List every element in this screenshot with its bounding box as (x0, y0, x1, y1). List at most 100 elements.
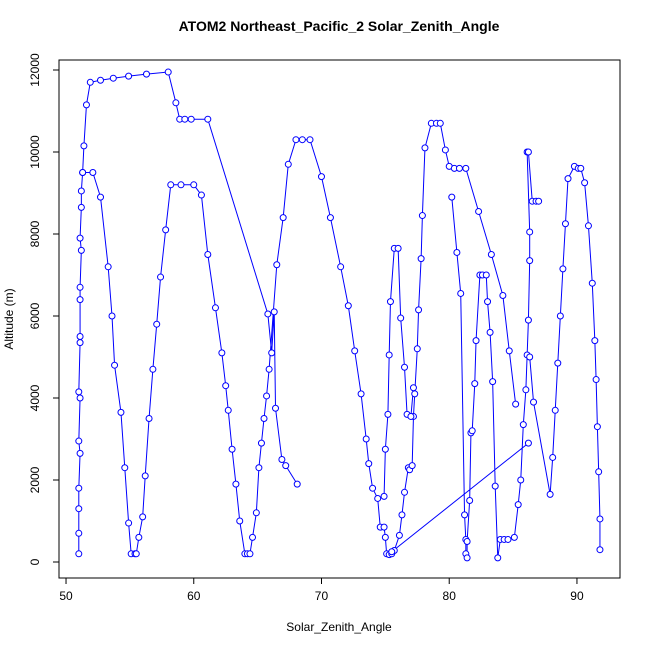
data-point (282, 462, 290, 470)
data-point (141, 472, 149, 480)
data-point (265, 365, 273, 373)
data-point (76, 234, 84, 242)
data-point (417, 255, 425, 263)
data-point (561, 220, 569, 228)
data-point (436, 119, 444, 127)
data-point (121, 464, 129, 472)
data-point (279, 214, 287, 222)
data-point (549, 453, 557, 461)
data-point (293, 480, 301, 488)
data-point (408, 462, 416, 470)
data-point (461, 511, 469, 519)
data-point (164, 68, 172, 76)
chart-title: ATOM2 Northeast_Pacific_2 Solar_Zenith_A… (179, 18, 500, 34)
data-point (596, 546, 604, 554)
data-point (272, 404, 280, 412)
data-point (82, 101, 90, 109)
data-point (505, 347, 513, 355)
data-point (246, 550, 254, 558)
data-point (125, 72, 133, 80)
data-point (362, 435, 370, 443)
plot-box (58, 59, 621, 579)
data-point (593, 423, 601, 431)
data-point (76, 296, 84, 304)
data-point (489, 378, 497, 386)
y-axis-label: Altitude (m) (2, 288, 16, 349)
y-tick-label: 0 (28, 558, 42, 565)
data-point (222, 382, 230, 390)
data-point (108, 312, 116, 320)
data-point (407, 412, 415, 420)
data-point (204, 251, 212, 259)
data-point (111, 361, 119, 369)
data-point (522, 386, 530, 394)
data-point (494, 554, 502, 562)
data-point (75, 484, 83, 492)
data-point (181, 115, 189, 123)
data-point (398, 511, 406, 519)
data-point (132, 550, 140, 558)
data-point (326, 214, 334, 222)
data-point (588, 279, 596, 287)
data-point (255, 464, 263, 472)
data-point (317, 173, 325, 181)
data-point (475, 207, 483, 215)
data-point (463, 538, 471, 546)
y-tick-label: 8000 (28, 220, 42, 247)
x-axis-label: Solar_Zenith_Angle (286, 620, 392, 634)
data-point (388, 548, 396, 556)
data-point (264, 310, 272, 318)
data-point (530, 398, 538, 406)
data-point (268, 349, 276, 357)
data-point (218, 349, 226, 357)
data-point (139, 513, 147, 521)
data-point (252, 509, 260, 517)
data-point (381, 533, 389, 541)
data-point (514, 501, 522, 509)
data-point (157, 273, 165, 281)
data-point (97, 193, 105, 201)
data-point (554, 359, 562, 367)
data-point (413, 345, 421, 353)
data-point (596, 515, 604, 523)
data-point (125, 519, 133, 527)
data-point (337, 263, 345, 271)
data-point (466, 497, 474, 505)
data-point (510, 533, 518, 541)
data-point (153, 320, 161, 328)
data-point (278, 456, 286, 464)
data-point (504, 535, 512, 543)
data-point (97, 76, 105, 84)
data-point (86, 78, 94, 86)
data-point (204, 115, 212, 123)
data-point (551, 406, 559, 414)
data-point (577, 164, 585, 172)
data-point (79, 169, 87, 177)
data-point (224, 406, 232, 414)
data-point (292, 136, 300, 144)
y-tick-label: 6000 (28, 302, 42, 329)
data-point (187, 115, 195, 123)
data-point (249, 533, 257, 541)
data-point (453, 248, 461, 256)
data-point (149, 365, 157, 373)
data-point (257, 439, 265, 447)
data-point (351, 347, 359, 355)
data-point (463, 554, 471, 562)
data-point (448, 193, 456, 201)
data-point (524, 316, 532, 324)
data-point (491, 482, 499, 490)
data-point (595, 468, 603, 476)
data-point (263, 392, 271, 400)
data-point (298, 136, 306, 144)
data-point (486, 328, 494, 336)
data-point (526, 257, 534, 265)
data-point (484, 298, 492, 306)
data-point (386, 298, 394, 306)
data-point (380, 492, 388, 500)
data-point (581, 179, 589, 187)
data-point (559, 265, 567, 273)
data-point (556, 312, 564, 320)
data-point (344, 302, 352, 310)
data-point (381, 445, 389, 453)
